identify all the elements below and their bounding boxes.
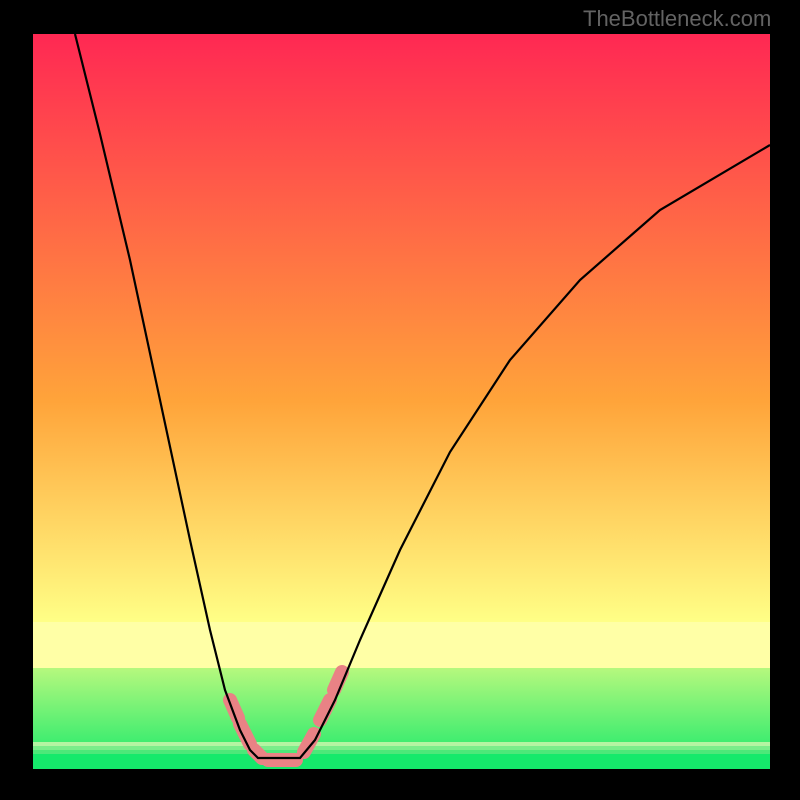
chart-container: TheBottleneck.com	[0, 0, 800, 800]
green-band	[33, 754, 770, 769]
watermark-text: TheBottleneck.com	[583, 6, 771, 32]
yellow-highlight-band	[33, 622, 770, 668]
